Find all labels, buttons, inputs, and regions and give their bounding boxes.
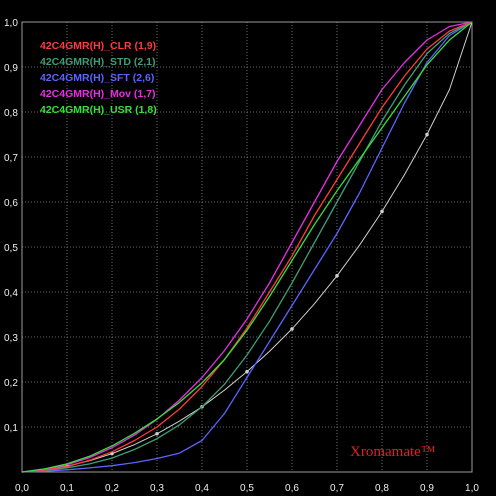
y-tick-label: 0,1 (4, 423, 18, 434)
series-point (380, 209, 384, 214)
x-tick-label: 0,9 (420, 483, 434, 494)
legend-entry-2: 42C4GMR(H)_STD (2,1) (40, 56, 156, 68)
legend-entry-4: 42C4GMR(H)_Mov (1,7) (40, 88, 156, 100)
series-point (290, 327, 294, 331)
y-tick-label: 0,4 (4, 288, 18, 299)
x-tick-label: 0,7 (330, 483, 344, 494)
series-curves (21, 21, 473, 473)
y-tick-label: 0,6 (4, 198, 18, 209)
x-tick-label: 0,3 (150, 483, 164, 494)
legend: 42C4GMR(H)_CLR (1,9) 42C4GMR(H)_STD (2,1)… (40, 40, 157, 116)
y-tick-label: 0,5 (4, 243, 18, 254)
y-tick-label: 0,7 (4, 153, 18, 164)
series-point (425, 132, 429, 137)
series-point (155, 431, 159, 436)
series-line-5 (21, 21, 473, 473)
legend-entry-3: 42C4GMR(H)_SFT (2,6) (40, 72, 154, 84)
series-line-2 (21, 21, 473, 473)
x-tick-label: 0,4 (195, 483, 209, 494)
x-tick-label: 0,5 (240, 483, 254, 494)
legend-entry-5: 42C4GMR(H)_USR (1,8) (40, 104, 157, 116)
x-tick-label: 1,0 (465, 483, 479, 494)
axis-frame (21, 21, 473, 473)
x-tick-label: 0,0 (15, 483, 29, 494)
y-tick-label: 1,0 (4, 18, 18, 29)
series-point (335, 274, 339, 278)
legend-entry-1: 42C4GMR(H)_CLR (1,9) (40, 40, 156, 52)
series-line-4 (21, 21, 473, 473)
series-line-1 (21, 21, 473, 473)
x-tick-label: 0,2 (105, 483, 119, 494)
x-tick-label: 0,6 (285, 483, 299, 494)
x-tick-label: 0,8 (375, 483, 389, 494)
grid-lines (22, 22, 472, 472)
tick-labels: 0,0 0,1 0,2 0,3 0,4 0,5 0,6 0,7 0,8 0,9 1,0 1,0 0,9 0… (4, 18, 479, 494)
series-point (245, 369, 249, 374)
y-tick-label: 0,2 (4, 378, 18, 389)
y-tick-label: 0,9 (4, 63, 18, 74)
y-tick-label: 0,3 (4, 333, 18, 344)
series-line-3 (21, 21, 473, 473)
plot-frame (21, 21, 473, 473)
x-tick-label: 0,1 (60, 483, 74, 494)
watermark-label: Xromamate™ (350, 444, 436, 460)
y-tick-label: 0,8 (4, 108, 18, 119)
